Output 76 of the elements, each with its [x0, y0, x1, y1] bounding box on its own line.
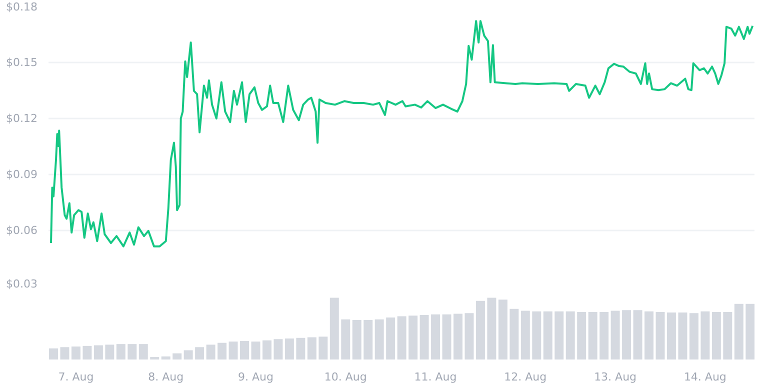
- bar: [161, 356, 170, 360]
- bar: [307, 337, 316, 360]
- bar: [206, 344, 216, 360]
- bar: [543, 311, 552, 360]
- bar: [678, 312, 688, 360]
- bar: [184, 350, 193, 360]
- bar: [554, 311, 564, 360]
- x-tick-label: 13. Aug: [594, 370, 637, 384]
- x-tick-label: 10. Aug: [324, 370, 367, 384]
- bar: [666, 312, 676, 360]
- bar: [82, 346, 92, 360]
- bar: [284, 338, 294, 360]
- y-tick-label: $0.15: [6, 56, 38, 69]
- bar: [487, 298, 496, 360]
- bar: [172, 353, 182, 360]
- y-tick-label: $0.03: [6, 278, 38, 290]
- bar: [386, 318, 396, 360]
- bar: [633, 310, 642, 360]
- bar: [138, 344, 148, 360]
- y-tick-label: $0.18: [6, 0, 38, 14]
- bar: [94, 345, 103, 360]
- bar: [228, 342, 238, 360]
- bar: [420, 315, 429, 360]
- y-tick-label: $0.09: [6, 168, 38, 181]
- bar: [600, 312, 609, 360]
- bar: [454, 314, 462, 360]
- bar: [296, 338, 306, 360]
- bar: [128, 344, 137, 360]
- x-tick-label: 12. Aug: [504, 370, 547, 384]
- bar: [318, 336, 328, 360]
- bar: [262, 340, 272, 360]
- bar: [610, 310, 620, 360]
- bar: [330, 298, 339, 360]
- bar: [510, 308, 519, 360]
- bar: [734, 304, 744, 360]
- bar: [364, 320, 373, 360]
- y-tick-label: $0.12: [6, 112, 38, 125]
- bar: [218, 342, 227, 360]
- bar: [464, 313, 474, 360]
- x-tick-label: 11. Aug: [414, 370, 457, 384]
- bar: [476, 300, 485, 360]
- bar: [520, 310, 530, 360]
- x-tick-label: 9. Aug: [238, 370, 274, 384]
- bar: [498, 300, 508, 360]
- y-tick-label: $0.06: [6, 224, 38, 237]
- bar: [274, 339, 283, 360]
- bar: [622, 310, 632, 360]
- bar: [532, 311, 542, 360]
- x-tick-label: 8. Aug: [148, 370, 184, 384]
- bar: [746, 304, 754, 360]
- bar: [442, 314, 452, 360]
- bar: [60, 347, 70, 360]
- x-tick-label: 14. Aug: [684, 370, 726, 384]
- bar: [105, 344, 114, 360]
- x-tick-label: 7. Aug: [58, 370, 94, 384]
- bar: [408, 316, 418, 360]
- bar: [49, 348, 58, 360]
- bar: [656, 312, 665, 360]
- bar: [240, 340, 249, 360]
- bar: [712, 312, 721, 360]
- bar: [251, 342, 260, 360]
- bar: [689, 313, 698, 360]
- bar: [566, 311, 575, 360]
- bar: [352, 320, 362, 360]
- bar: [588, 312, 598, 360]
- bar: [374, 319, 384, 360]
- bar: [341, 319, 350, 360]
- bar: [397, 316, 406, 360]
- bar: [577, 312, 586, 360]
- bar: [723, 312, 732, 360]
- bar: [71, 346, 80, 360]
- bar: [644, 311, 654, 360]
- bar: [700, 311, 710, 360]
- bar: [116, 344, 126, 360]
- bar: [431, 314, 440, 360]
- bar: [195, 347, 204, 360]
